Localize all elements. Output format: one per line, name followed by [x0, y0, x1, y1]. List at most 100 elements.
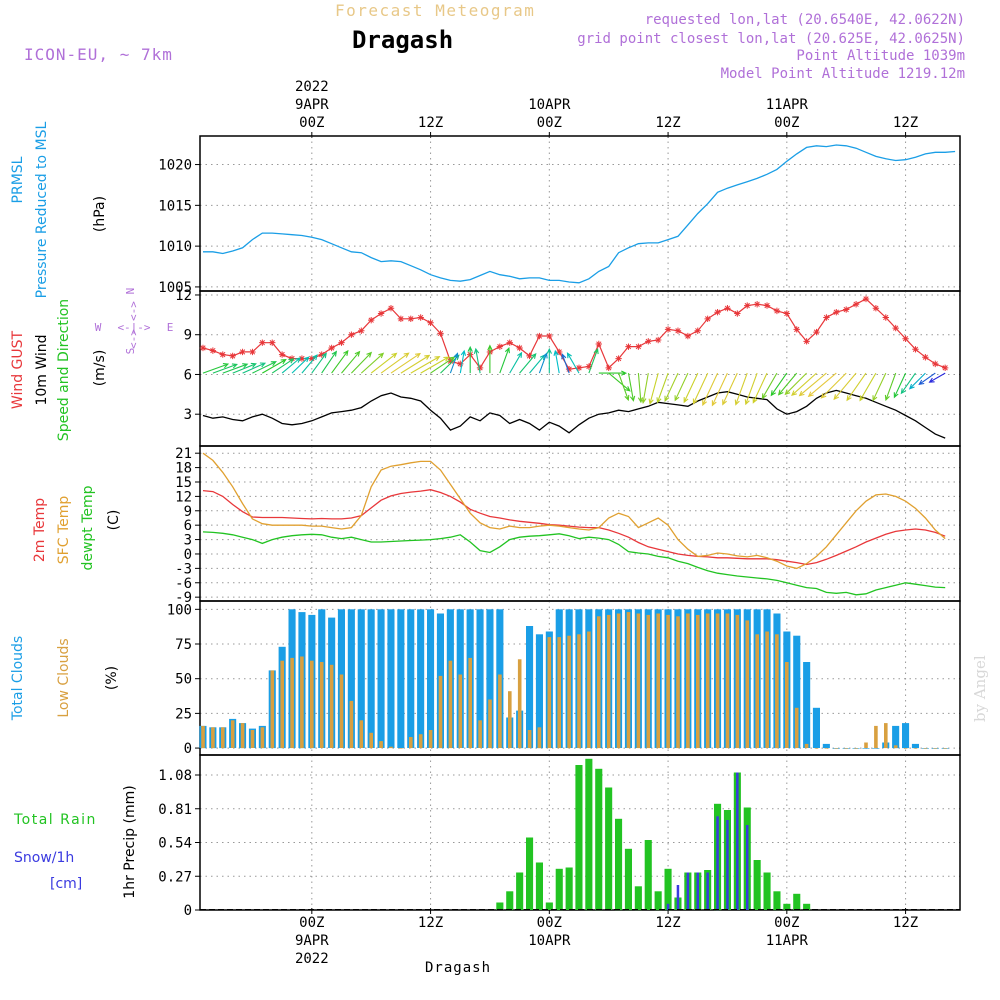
wind-gust-marker: [694, 327, 701, 334]
wind-direction-arrow: [351, 351, 373, 374]
rain-bar: [496, 902, 504, 910]
rain-bar: [793, 893, 801, 911]
wind-direction-arrow: [588, 348, 599, 374]
low-cloud-bar: [814, 748, 819, 749]
rain-bar: [753, 860, 761, 910]
y-tick-label: 3: [184, 533, 192, 549]
y-tick-label: 3: [184, 407, 192, 423]
low-cloud-bar: [438, 675, 443, 748]
wind-gust-marker: [536, 332, 543, 340]
wind-direction-arrow: [473, 347, 481, 374]
y-tick-label: -9: [175, 590, 192, 606]
rain-bar: [565, 867, 573, 910]
wind-direction-arrow: [820, 372, 847, 399]
rain-bar: [516, 872, 524, 910]
wind-direction-arrow: [928, 372, 946, 383]
wind-direction-arrow: [711, 372, 728, 407]
wind-direction-arrow: [791, 372, 817, 397]
wind-gust-marker: [823, 314, 830, 321]
y-tick-label: 15: [175, 475, 192, 491]
wind-direction-arrow: [752, 372, 768, 404]
pressure-panel: 1005 1010 1015 1020: [158, 135, 961, 296]
low-cloud-bar: [884, 723, 888, 749]
credit-watermark: by Angel: [971, 655, 989, 722]
compass-north: N: [124, 288, 137, 295]
wind-gust-marker: [457, 360, 464, 368]
wind-direction-arrow: [449, 352, 459, 374]
low-cloud-bar: [686, 613, 690, 749]
low-cloud-bar: [745, 620, 750, 748]
wind-gust-marker: [308, 355, 316, 362]
snow-bar: [666, 903, 670, 911]
bottom-time-axis: 00Z 9APR 2022 12Z 00Z 10APR 12Z 00Z 11APR 12Z: [295, 908, 918, 967]
wind-direction-arrow: [538, 352, 548, 374]
wind-gust-marker: [932, 360, 939, 368]
low-cloud-bar: [418, 734, 423, 749]
top-axis-label: 12Z: [893, 115, 918, 131]
bottom-axis-label: 00Z: [774, 915, 799, 931]
chart-title: Dragash: [352, 26, 453, 54]
wind-gust-marker: [674, 327, 682, 334]
wind-direction-arrow: [262, 358, 287, 374]
low-cloud-bar: [656, 613, 660, 749]
y-tick-label: 21: [175, 446, 192, 462]
pressure-line: [203, 144, 956, 284]
y-tick-label: 6: [184, 518, 192, 534]
y-tick-label: 1010: [158, 239, 192, 255]
wind-direction-arrow: [242, 362, 267, 374]
wind-gust-marker: [427, 319, 434, 326]
wind-direction-arrow: [798, 372, 827, 397]
total-cloud-bar: [427, 609, 435, 748]
wind-direction-arrow: [872, 372, 887, 402]
point-altitude: Point Altitude 1039m: [796, 48, 965, 64]
footer-location: Dragash: [425, 960, 491, 976]
low-cloud-bar: [240, 723, 245, 749]
bottom-axis-label: 11APR: [766, 933, 809, 949]
wind-direction-arrow: [674, 372, 689, 402]
wind-gust-marker: [209, 347, 217, 354]
wind-direction-arrow: [281, 357, 302, 374]
wind-direction-arrow: [487, 344, 493, 374]
top-axis-label: 11APR: [766, 97, 809, 113]
rain-bar: [644, 840, 652, 910]
wind-gust-marker: [546, 332, 553, 340]
wind-direction-arrow: [656, 372, 669, 404]
wind-direction-arrow: [692, 372, 709, 405]
wind-gust-marker: [516, 344, 523, 352]
snow-unit-label: [cm]: [50, 876, 82, 892]
total-cloud-bar: [902, 723, 910, 749]
total-cloud-bar: [822, 743, 830, 749]
wind-direction-arrow: [331, 349, 349, 374]
rain-bar: [624, 848, 632, 911]
total-cloud-bar: [872, 748, 880, 749]
low-cloud-bar: [211, 727, 215, 749]
wind-panel: 3 6 9 12: [175, 288, 961, 447]
total-cloud-bar: [892, 725, 900, 749]
wind-10m-label: 10m Wind: [34, 334, 50, 405]
rain-bar: [555, 868, 563, 911]
total-cloud-bar: [793, 635, 801, 749]
wind-direction-arrow: [761, 372, 778, 400]
low-cloud-bar: [369, 732, 373, 749]
low-cloud-bar: [478, 720, 482, 748]
compass-south: S: [124, 348, 137, 355]
low-cloud-bar: [379, 741, 383, 748]
y-tick-label: 1015: [158, 198, 192, 214]
bottom-axis-label: 12Z: [655, 915, 680, 931]
total-cloud-bar: [397, 609, 405, 748]
wind-gust-marker: [565, 365, 573, 373]
wind-direction-arrow: [833, 372, 857, 401]
wind-direction-arrow: [499, 347, 510, 374]
compass-east: E: [167, 321, 174, 334]
wind-gust-marker: [397, 315, 405, 323]
low-cloud-bar: [676, 616, 680, 749]
wind-direction-arrow: [683, 372, 699, 404]
subtitle-forecast-meteogram: Forecast Meteogram: [335, 1, 535, 20]
total-cloud-bar: [476, 609, 484, 748]
wind-direction-arrow: [321, 350, 338, 374]
wind-direction-arrow: [734, 372, 748, 406]
low-cloud-bar: [359, 720, 364, 748]
wind-gust-marker: [199, 344, 207, 352]
low-cloud-bar: [824, 748, 829, 749]
